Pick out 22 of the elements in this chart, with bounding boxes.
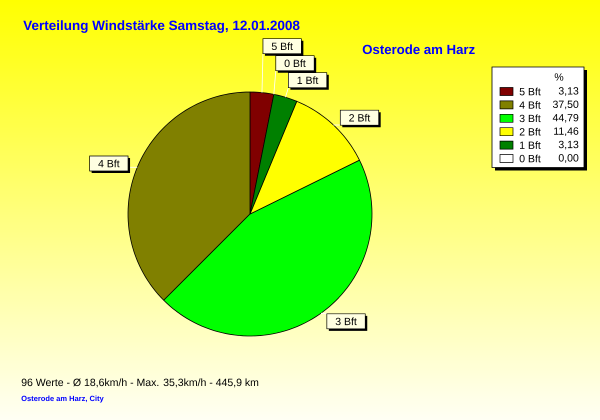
slice-label: 3 Bft xyxy=(336,317,357,326)
legend-title: % xyxy=(554,73,564,81)
text: 96 Werte - Ø 18,6km/h - Max. 35,3km/h - 445,9 km xyxy=(22,378,258,388)
legend-label: 1 Bft xyxy=(520,141,541,149)
chart-title: Verteilung Windstärke Samstag, 12.01.2008 xyxy=(23,20,300,33)
slice-label: 5 Bft xyxy=(272,42,293,50)
chart-subtitle: Osterode am Harz xyxy=(362,44,475,54)
legend-label: 2 Bft xyxy=(520,128,541,136)
legend-label: 0 Bft xyxy=(520,154,541,162)
slice-label: 1 Bft xyxy=(298,76,318,84)
legend-label: 5 Bft xyxy=(520,88,541,96)
text: 0,00 xyxy=(558,154,578,163)
legend-label: 4 Bft xyxy=(519,101,541,109)
data-label: 3,13 xyxy=(558,87,578,96)
data-label: 11,46 xyxy=(554,127,578,136)
data-label: 37,50 xyxy=(552,100,578,110)
category-label: 0 Bft xyxy=(284,59,306,68)
slice-label: 4 Bft xyxy=(98,160,120,168)
slice-label: 2 Bft xyxy=(349,114,370,122)
legend-label: 3 Bft xyxy=(520,114,541,122)
data-label: 44,79 xyxy=(552,114,578,123)
data-label: 3,13 xyxy=(558,140,578,150)
